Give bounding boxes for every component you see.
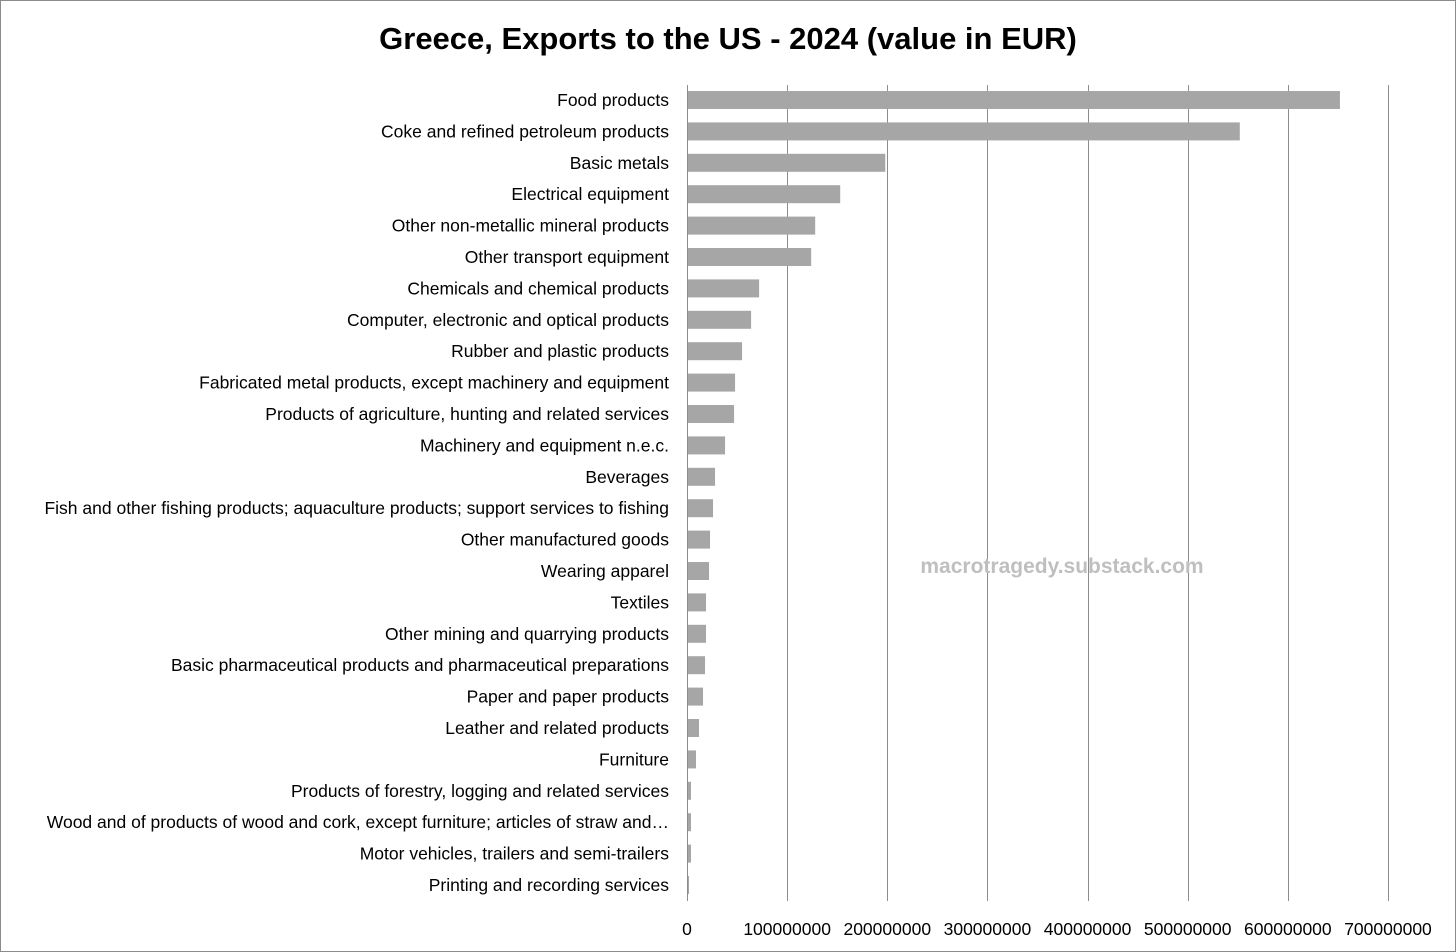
category-label: Basic pharmaceutical products and pharma…: [171, 655, 669, 675]
category-label: Other manufactured goods: [461, 530, 669, 550]
x-tick-label: 500000000: [1144, 919, 1232, 939]
category-label: Electrical equipment: [511, 184, 669, 204]
bar: [688, 499, 714, 518]
bar: [688, 373, 736, 392]
category-label: Food products: [557, 90, 669, 110]
category-label: Machinery and equipment n.e.c.: [420, 435, 669, 455]
x-tick-label: 0: [682, 919, 692, 939]
category-label: Chemicals and chemical products: [407, 278, 669, 298]
category-label: Printing and recording services: [429, 875, 670, 895]
category-label: Furniture: [599, 749, 669, 769]
bar: [688, 342, 743, 361]
bar: [688, 844, 692, 863]
bar: [688, 593, 707, 612]
category-label: Other transport equipment: [465, 247, 669, 267]
bar: [688, 750, 697, 769]
category-label: Basic metals: [570, 153, 669, 173]
gridlines: [787, 85, 1389, 901]
bar: [688, 687, 704, 706]
x-tick-label: 100000000: [743, 919, 831, 939]
bar: [688, 216, 816, 235]
bar: [688, 185, 841, 204]
bar: [688, 405, 735, 423]
watermark-text: macrotragedy.substack.com: [920, 555, 1203, 578]
bar: [688, 467, 716, 486]
bar: [688, 781, 692, 800]
category-label: Other non-metallic mineral products: [392, 216, 669, 236]
category-label: Other mining and quarrying products: [385, 624, 669, 644]
category-label: Leather and related products: [445, 718, 669, 738]
bar: [688, 279, 760, 298]
category-label: Paper and paper products: [467, 687, 670, 707]
category-label: Beverages: [585, 467, 669, 487]
bar: [688, 91, 1340, 109]
category-label: Rubber and plastic products: [451, 341, 669, 361]
bar: [688, 656, 706, 675]
bar: [688, 719, 700, 737]
x-tick-label: 700000000: [1344, 919, 1432, 939]
x-tick-label: 300000000: [944, 919, 1032, 939]
bar: [688, 876, 690, 894]
category-label: Products of agriculture, hunting and rel…: [265, 404, 669, 424]
x-tick-label: 400000000: [1044, 919, 1132, 939]
x-tick-label: 200000000: [843, 919, 931, 939]
bar: [688, 562, 710, 580]
x-tick-label: 600000000: [1244, 919, 1332, 939]
bar: [688, 122, 1240, 141]
bar: [688, 248, 812, 266]
bar: [688, 436, 726, 455]
bars: [688, 91, 1340, 894]
bar: [688, 624, 707, 643]
category-label: Wearing apparel: [541, 561, 669, 581]
bar: [688, 813, 692, 832]
chart-title: Greece, Exports to the US - 2024 (value …: [379, 21, 1077, 56]
category-label: Products of forestry, logging and relate…: [291, 781, 669, 801]
bar: [688, 530, 711, 549]
x-tick-labels: 0 100000000 200000000 300000000 400000000 500…: [682, 919, 1432, 939]
bar: [688, 153, 886, 172]
category-label: Wood and of products of wood and cork, e…: [47, 812, 669, 832]
category-label: Textiles: [611, 592, 670, 612]
category-label: Fabricated metal products, except machin…: [199, 373, 669, 393]
category-label: Coke and refined petroleum products: [381, 121, 669, 141]
category-labels: Food products Coke and refined petroleum …: [44, 90, 669, 895]
category-label: Fish and other fishing products; aquacul…: [44, 498, 669, 518]
bar: [688, 310, 752, 329]
category-label: Motor vehicles, trailers and semi-traile…: [360, 844, 670, 864]
category-label: Computer, electronic and optical product…: [347, 310, 669, 330]
